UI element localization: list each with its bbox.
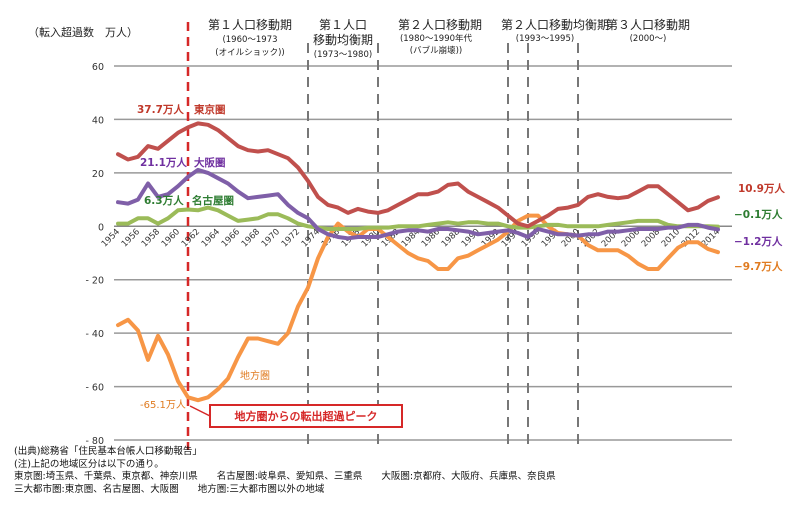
note-line: (注)上記の地域区分は以下の通り。 [14,458,164,470]
osaka-name-label: 大阪圏 [194,156,226,169]
x-tick-label: 1968 [240,227,262,249]
y-tick-label: 40 [92,115,104,126]
y-tick-label: - 80 [85,436,104,447]
period-5-sub1: (2000〜) [630,34,667,44]
region-definition-2: 三大都市圏:東京圏、名古屋圏、大阪圏 地方圏:三大都市圏以外の地域 [14,483,325,495]
nagoya-name-label: 名古屋圏 [192,194,234,207]
period-3-sub1: (1980〜1990年代 [400,33,473,44]
y-tick-label: - 60 [85,383,104,394]
x-tick-label: 1970 [260,227,282,249]
regional-name-label: 地方圏 [240,369,270,382]
period-3-sub2: (バブル崩壊)) [410,45,462,56]
nagoya-end-label: −0.1万人 [734,208,783,221]
x-tick-label: 1958 [140,227,162,249]
period-2-sub1: (1973〜1980) [314,50,372,60]
period-4-sub1: (1993〜1995) [516,34,574,44]
tokyo-name-label: 東京圏 [194,103,226,116]
source-notes: (出典)総務省「住民基本台帳人口移動報告」 (注)上記の地域区分は以下の通り。 … [14,446,556,496]
period-3-title: 第２人口移動期 [398,18,482,32]
osaka-peak-label: 21.1万人 [140,156,187,169]
x-tick-label: 1960 [160,227,182,249]
tokyo-peak-label: 37.7万人 [137,103,184,116]
series-line-地方圏 [116,213,720,403]
y-tick-label: 20 [92,169,104,180]
y-tick-label: 0 [98,222,104,233]
y-axis-label: （転入超過数 万人） [28,25,138,39]
x-tick-label: 1966 [220,227,242,249]
tokyo-end-label: 10.9万人 [738,182,785,195]
period-4-title: 第２人口移動均衡期 [501,18,609,32]
x-tick-label: 1972 [280,227,302,249]
series-line-東京圏 [116,121,720,229]
period-5-title: 第３人口移動期 [606,18,690,32]
y-tick-label: - 40 [85,329,104,340]
period-2-title2: 移動均衡期 [313,33,373,47]
period-1-sub2: (オイルショック)) [215,48,284,58]
nagoya-peak-label: 6.3万人 [144,194,184,207]
period-1-title: 第１人口移動期 [208,18,292,32]
regional-peak-label: -65.1万人 [140,399,186,411]
callout-pointer [189,405,211,417]
x-tick-label: 1964 [200,227,222,249]
y-tick-label: - 20 [85,276,104,287]
series-line-大阪圏 [116,167,720,241]
osaka-end-label: −1.2万人 [734,235,783,248]
x-tick-label: 1962 [180,227,202,249]
regional-end-label: −9.7万人 [734,260,783,273]
period-2-title: 第１人口 [319,18,367,32]
series-line-名古屋圏 [116,205,720,231]
region-definition-1: 東京圏:埼玉県、千葉県、東京都、神奈川県 名古屋圏:岐阜県、愛知県、三重県 大阪… [14,471,556,482]
source-line: (出典)総務省「住民基本台帳人口移動報告」 [14,446,202,457]
callout-box [209,404,403,428]
y-tick-label: 60 [92,62,104,73]
period-1-sub1: (1960〜1973 [222,35,277,45]
callout-text: 地方圏からの転出超過ピーク [235,409,378,423]
x-tick-label: 1956 [120,227,142,249]
